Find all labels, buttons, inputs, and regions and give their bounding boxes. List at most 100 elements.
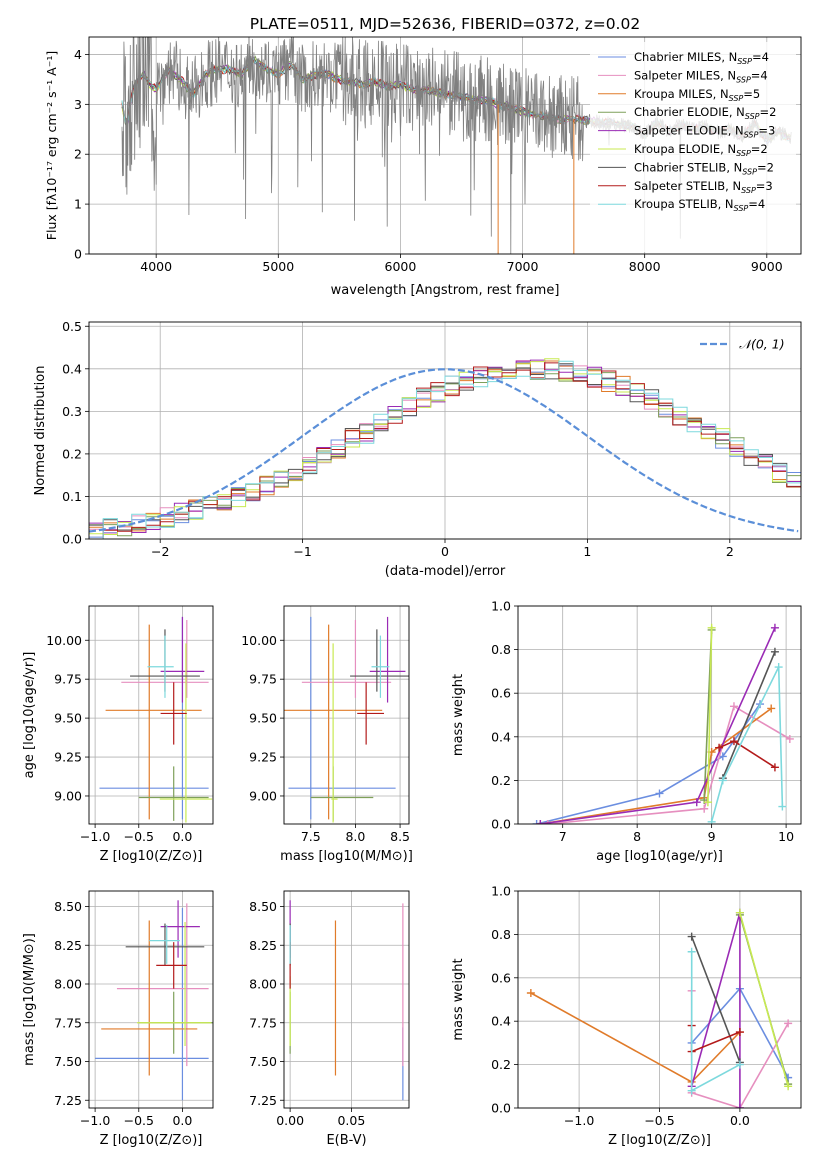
weight-marker-salpeter_stelib <box>735 1028 744 1037</box>
y-tick-label: 0.5 <box>62 319 82 334</box>
histogram-chabrier_miles <box>89 362 801 538</box>
x-tick-label: 8.0 <box>345 829 365 844</box>
legend-label: Salpeter STELIB, NSSP=3 <box>634 179 773 195</box>
legend-label-suffix: =2 <box>757 160 774 174</box>
y-tick-label: 3 <box>74 97 82 112</box>
x-tick-label: 8.5 <box>390 829 410 844</box>
x-tick-label: 0.0 <box>172 1113 192 1128</box>
legend-label: 𝒩(0, 1) <box>739 337 785 352</box>
x-tick-label: 7.5 <box>301 829 321 844</box>
y-tick-label: 0.4 <box>491 1014 511 1029</box>
axes-frame <box>517 605 802 825</box>
legend-label: Kroupa STELIB, NSSP=4 <box>634 197 765 213</box>
y-tick-label: 9.00 <box>249 788 277 803</box>
weight-line-salpeter_miles <box>547 705 791 824</box>
legend-label-name: Salpeter ELODIE, N <box>634 124 744 138</box>
x-tick-label: 7000 <box>507 259 539 274</box>
legend-label-sub: SSP <box>736 149 751 158</box>
legend-label: Kroupa MILES, NSSP=5 <box>634 87 760 103</box>
y-tick-label: 9.25 <box>249 750 277 765</box>
weight-marker-kroupa_stelib <box>687 947 696 956</box>
histogram-panel: −2 −1 0 1 2 0.0 0.1 0.2 0.3 0.4 0.5 (data-model)/er… <box>33 319 802 579</box>
x-axis-label: wavelength [Angstrom, rest frame] <box>331 283 560 298</box>
weight-marker-kroupa_stelib <box>735 1060 744 1069</box>
x-tick-label: −2 <box>151 544 169 559</box>
x-tick-label: 5000 <box>262 259 294 274</box>
histogram-salpeter_stelib <box>89 362 801 539</box>
legend-label-name: Chabrier STELIB, N <box>634 160 742 174</box>
y-tick-label: 9.00 <box>54 788 82 803</box>
y-tick-label: 0.0 <box>491 817 511 832</box>
weight-line-kroupa_miles <box>540 707 772 824</box>
weight-marker-salpeter_miles <box>700 804 709 813</box>
weight-marker-salpeter_elodie <box>735 1104 744 1108</box>
weight-marker-chabrier_miles <box>532 820 541 824</box>
y-tick-label: 10.00 <box>46 633 82 648</box>
y-tick-label: 0.4 <box>62 361 82 376</box>
x-tick-label: 0.05 <box>337 1113 365 1128</box>
x-axis-label: E(B-V) <box>326 1133 366 1148</box>
weight-marker-salpeter_elodie <box>770 623 779 632</box>
weight-line-chabrier_stelib <box>722 651 776 779</box>
legend-label-sub: SSP <box>744 131 759 140</box>
y-tick-label: 9.50 <box>249 711 277 726</box>
legend-label-suffix: =2 <box>760 105 777 119</box>
y-tick-label: 2 <box>74 147 82 162</box>
legend-label-suffix: =3 <box>758 124 775 138</box>
weight-panel-7: −1.0 −0.5 0.0 0.0 0.2 0.4 0.6 0.8 1.0 Z [log10(Z/… <box>451 884 802 1148</box>
y-tick-label: 0.8 <box>491 642 511 657</box>
legend-label: Chabrier STELIB, NSSP=2 <box>634 160 774 176</box>
legend-label-sub: SSP <box>736 75 751 84</box>
axes-frame <box>283 605 410 825</box>
x-tick-label: 1 <box>583 544 591 559</box>
histogram-kroupa_stelib <box>89 360 801 539</box>
legend-label-name: Kroupa STELIB, N <box>634 197 734 211</box>
axes-frame <box>283 890 410 1109</box>
legend-label-name: Chabrier ELODIE, N <box>634 105 745 119</box>
y-tick-label: 0 <box>74 247 82 262</box>
legend-label: Salpeter MILES, NSSP=4 <box>634 68 768 84</box>
weight-lines <box>526 908 793 1108</box>
weight-line-kroupa_stelib <box>710 666 784 823</box>
y-tick-label: 9.25 <box>54 750 82 765</box>
weight-marker-salpeter_miles <box>543 820 552 824</box>
legend-label-suffix: =2 <box>751 142 768 156</box>
errorbars <box>289 900 404 1101</box>
legend-label-suffix: =4 <box>748 197 765 211</box>
x-tick-label: 0.0 <box>172 829 192 844</box>
y-tick-label: 7.25 <box>54 1093 82 1108</box>
y-tick-label: 0.2 <box>491 773 511 788</box>
y-axis-label: mass [log10(M/M⊙)] <box>22 933 37 1066</box>
errorbars <box>284 616 409 823</box>
legend-label-sub: SSP <box>729 94 744 103</box>
x-tick-label: −0.5 <box>644 1113 674 1128</box>
x-tick-label: 9000 <box>751 259 783 274</box>
y-tick-label: 9.75 <box>54 672 82 687</box>
weight-marker-kroupa_stelib <box>718 776 727 785</box>
errorbars <box>99 616 213 823</box>
y-axis-label: mass weight <box>451 958 466 1040</box>
errorbar-panel-5: −1.0 −0.5 0.0 7.25 7.50 7.75 8.00 8.25 8.50 Z [lo… <box>22 890 214 1148</box>
x-tick-label: 0 <box>441 544 449 559</box>
axes-frame <box>88 321 802 540</box>
y-tick-label: 7.75 <box>54 1015 82 1030</box>
weight-marker-salpeter_stelib <box>770 763 779 772</box>
histograms <box>89 358 801 539</box>
weight-marker-salpeter_elodie <box>692 798 701 807</box>
legend-label-sub: SSP <box>741 186 756 195</box>
legend-label-suffix: =3 <box>756 179 773 193</box>
weight-line-salpeter_elodie <box>690 912 741 1108</box>
y-tick-label: 8.25 <box>249 938 277 953</box>
weight-marker-chabrier_stelib <box>687 932 696 941</box>
y-tick-label: 0.6 <box>491 686 511 701</box>
y-tick-label: 0.3 <box>62 404 82 419</box>
y-axis-label: Flux [fλ10⁻¹⁷ erg cm⁻² s⁻¹ A⁻¹] <box>44 51 59 240</box>
histogram-kroupa_miles <box>89 360 801 532</box>
weight-line-kroupa_elodie <box>739 912 789 1087</box>
histogram-salpeter_miles <box>89 360 801 534</box>
legend-label: Kroupa ELODIE, NSSP=2 <box>634 142 768 158</box>
y-tick-label: 0.0 <box>491 1101 511 1116</box>
y-tick-label: 0.4 <box>491 729 511 744</box>
axes-frame <box>88 890 214 1109</box>
